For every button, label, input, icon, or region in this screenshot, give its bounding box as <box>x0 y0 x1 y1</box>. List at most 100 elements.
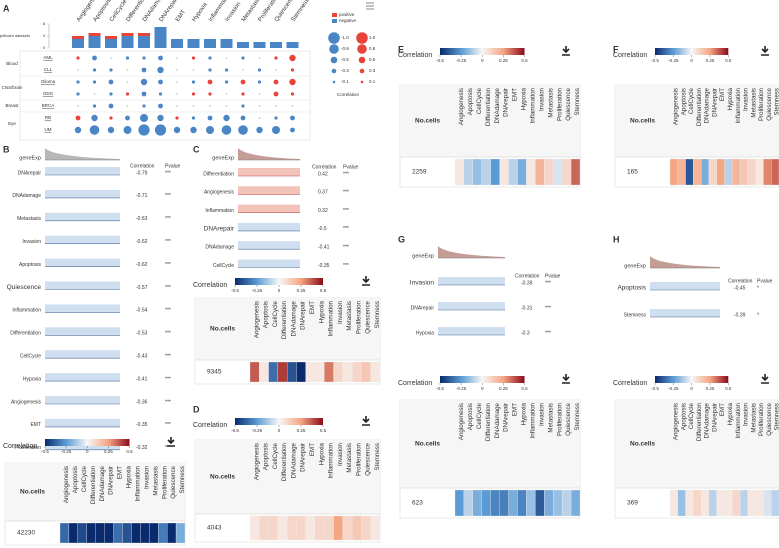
heatmap-cell <box>553 489 563 517</box>
pvalue: *** <box>343 190 349 196</box>
state-column-label: Proliferation <box>556 402 563 436</box>
bubble <box>224 68 229 72</box>
legend-bubble-label: 0.1 <box>369 79 376 84</box>
heatmap-cell <box>508 489 518 517</box>
legend-bubble-label: -0.8 <box>341 46 349 51</box>
pvalue: *** <box>545 305 551 311</box>
heatmap-cell <box>669 158 678 186</box>
bubble <box>76 92 80 96</box>
heatmap-cell <box>693 158 702 186</box>
state-column-label: Differentiation <box>281 300 288 339</box>
bubble <box>240 79 246 85</box>
state-column-label: Quiescence <box>766 402 773 435</box>
colorbar-tick-label: -0.5 <box>231 288 239 293</box>
table-header: No.cells <box>630 118 655 125</box>
legend-bubble <box>332 80 336 84</box>
bubble <box>275 105 277 107</box>
colorbar-tick-label: -0.5 <box>436 386 444 391</box>
bubble <box>290 127 295 133</box>
state-column-label: Apoptosis <box>467 88 474 115</box>
state-column-label: CellCycle <box>272 300 279 327</box>
state-column-label: Differentiation <box>696 87 703 126</box>
heatmap-cell <box>463 489 474 517</box>
state-label: Quiescence <box>7 284 42 291</box>
colorbar-title: Correlation <box>193 422 227 429</box>
state-column-label: Angiogenesis <box>458 403 465 440</box>
bubble <box>74 126 82 134</box>
heatmap-cell <box>259 515 269 541</box>
colorbar-title: Correlation <box>398 52 432 59</box>
pvalue: *** <box>165 399 171 405</box>
heatmap-cell <box>472 489 482 517</box>
correlation-value: -0.62 <box>136 239 148 245</box>
state-label: Metastasis <box>17 216 41 222</box>
correlation-value: -0.31 <box>521 305 533 311</box>
heatmap-cell <box>149 522 159 544</box>
state-column-label: Hypoxia <box>727 87 734 110</box>
bubble <box>191 116 196 120</box>
bubble <box>125 115 130 121</box>
correlation-value: -0.62 <box>136 262 148 268</box>
state-column-label: Stemness <box>179 466 186 494</box>
heatmap-cell <box>158 522 168 544</box>
correlation-value: -0.5 <box>318 226 327 232</box>
heatmap-cell <box>561 158 572 186</box>
state-column-label: Apoptosis <box>72 466 79 493</box>
legend-bubble-label: -1.0 <box>341 35 349 40</box>
panel-label: F <box>613 44 619 54</box>
bubble <box>207 115 213 121</box>
bubble <box>272 126 280 134</box>
state-column-label: Quiescence <box>365 300 372 333</box>
bar <box>88 36 101 48</box>
table-header: No.cells <box>415 118 440 125</box>
bar <box>154 27 167 48</box>
heatmap-cell <box>351 361 362 383</box>
bubble <box>290 115 295 121</box>
colorbar-title: Correlation <box>613 380 647 387</box>
bubble <box>258 105 261 107</box>
state-column-label: Stemness <box>774 88 779 116</box>
bubble <box>192 105 195 107</box>
state-label: DNArepair <box>411 305 435 311</box>
bubble <box>242 69 244 71</box>
table-header-bg <box>615 85 779 157</box>
state-column-label: Hypoxia <box>521 87 528 110</box>
bar <box>270 42 282 48</box>
table-header: No.cells <box>210 474 235 481</box>
colorbar-tick-label: -0.25 <box>61 449 72 454</box>
bubble <box>290 68 295 72</box>
colorbar-tick-label: -0.5 <box>231 428 239 433</box>
state-column-label: EMT <box>719 403 726 416</box>
state-column-label: CellCycle <box>81 465 88 492</box>
correlation-value: -0.35 <box>318 263 330 269</box>
heatmap-cell <box>175 522 186 544</box>
state-column-label: Proliferation <box>355 442 362 476</box>
state-column-label: Apoptosis <box>680 403 687 430</box>
state-column-label: Hypoxia <box>318 300 325 323</box>
bar <box>187 39 200 48</box>
bubble <box>141 91 147 97</box>
state-column-label: EMT <box>719 88 726 101</box>
bubble <box>138 124 150 136</box>
correlation-value: -0.41 <box>136 376 148 382</box>
colorbar <box>440 48 525 55</box>
bar <box>220 39 233 48</box>
heatmap-cell <box>305 515 316 541</box>
state-track <box>238 204 300 213</box>
state-track <box>45 304 120 313</box>
state-column-label: Apoptosis <box>263 301 270 328</box>
colorbar-tick-label: -0.5 <box>651 386 659 391</box>
legend-bubble <box>331 68 337 74</box>
state-track <box>45 258 120 267</box>
colorbar-tick-label: 0.25 <box>104 449 113 454</box>
correlation-value: -0.79 <box>136 170 148 176</box>
column-label: EMT <box>175 9 187 23</box>
state-label: CellCycle <box>213 263 234 269</box>
gene-exp-label: geneExp <box>212 155 234 161</box>
heatmap-cell <box>454 158 465 186</box>
colorbar-tick-label: -0.25 <box>456 386 467 391</box>
download-icon <box>362 416 370 426</box>
legend-bubble-label: -0.5 <box>341 57 349 62</box>
state-column-label: Invasion <box>143 465 150 489</box>
bar <box>237 42 249 48</box>
